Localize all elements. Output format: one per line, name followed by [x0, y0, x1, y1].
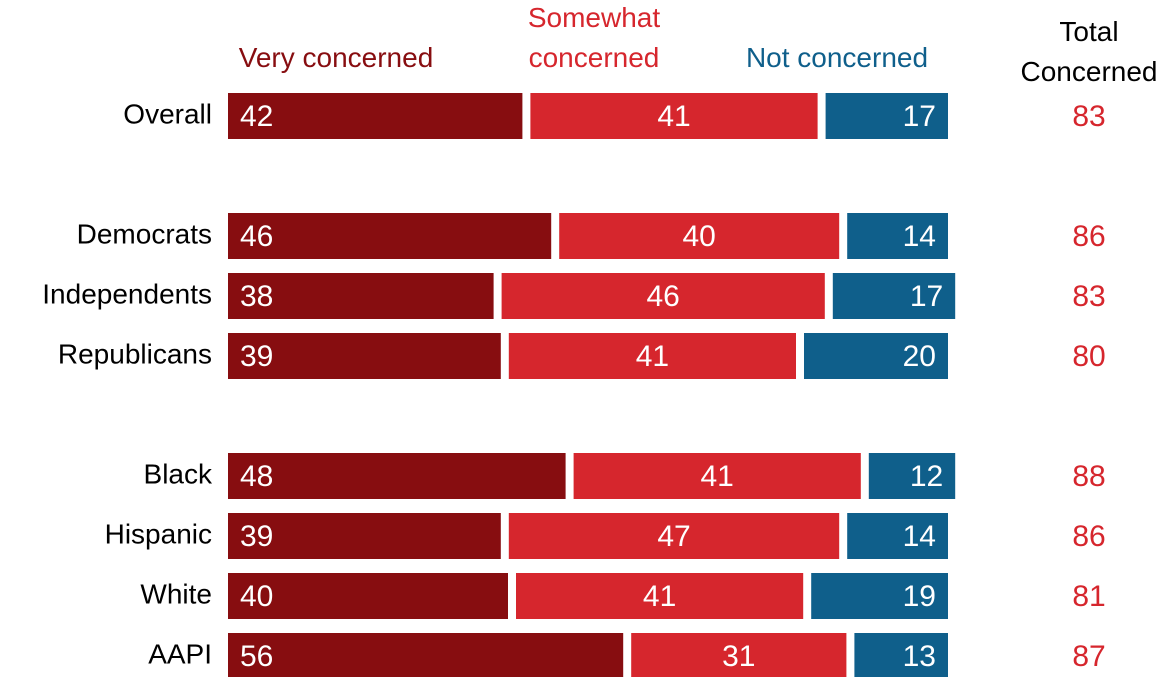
category-label: AAPI [148, 638, 212, 669]
category-label: Black [144, 458, 213, 489]
category-label: Overall [123, 98, 212, 129]
bar-segment [832, 273, 956, 319]
value-label: 39 [240, 340, 273, 373]
total-label: 86 [1072, 520, 1105, 553]
value-label: 20 [903, 340, 936, 373]
legend-entry: Not concerned [745, 42, 929, 73]
value-label: 41 [657, 100, 690, 133]
bar-segment [804, 333, 948, 379]
bar-segment [228, 453, 566, 499]
total-label: 83 [1072, 280, 1105, 313]
value-label: 17 [903, 100, 936, 133]
bar-segment [228, 93, 523, 139]
value-label: 38 [240, 280, 273, 313]
total-label: 86 [1072, 220, 1105, 253]
legend-entry: Very concerned [238, 42, 434, 73]
bar-segment [631, 633, 847, 677]
value-label: 14 [903, 220, 936, 253]
value-label: 41 [643, 580, 676, 613]
category-label: Hispanic [105, 518, 212, 549]
total-label: 80 [1072, 340, 1105, 373]
value-label: 47 [657, 520, 690, 553]
legend-entry: Total Concerned [1020, 16, 1158, 87]
value-label: 39 [240, 520, 273, 553]
category-label: Independents [42, 278, 212, 309]
value-label: 13 [903, 640, 936, 673]
value-label: 19 [903, 580, 936, 613]
bar-segment [228, 513, 501, 559]
category-label: Democrats [77, 218, 212, 249]
bar-segment [559, 213, 840, 259]
bar-segment [516, 573, 804, 619]
bar-segment [868, 453, 956, 499]
bar-segment [847, 513, 948, 559]
bar-segment [847, 213, 948, 259]
value-label: 12 [910, 460, 943, 493]
bar-segment [825, 93, 948, 139]
legend-entry: Somewhat concerned [527, 2, 661, 73]
value-label: 17 [910, 280, 943, 313]
bar-segment [228, 633, 624, 677]
value-label: 48 [240, 460, 273, 493]
value-label: 46 [240, 220, 273, 253]
bar-segment [811, 573, 948, 619]
bar-segment [530, 93, 818, 139]
total-label: 88 [1072, 460, 1105, 493]
bar-segment [508, 333, 796, 379]
total-label: 87 [1072, 640, 1105, 673]
value-label: 41 [636, 340, 669, 373]
bar-segment [573, 453, 861, 499]
value-label: 56 [240, 640, 273, 673]
bar-segment [228, 213, 552, 259]
value-label: 41 [701, 460, 734, 493]
value-label: 40 [240, 580, 273, 613]
value-label: 40 [683, 220, 716, 253]
bar-segment [228, 333, 501, 379]
total-label: 81 [1072, 580, 1105, 613]
bar-segment [501, 273, 825, 319]
value-label: 46 [647, 280, 680, 313]
category-label: White [140, 578, 212, 609]
bar-segment [854, 633, 948, 677]
value-label: 42 [240, 100, 273, 133]
bar-segment [228, 573, 508, 619]
total-label: 83 [1072, 100, 1105, 133]
category-label: Republicans [58, 338, 212, 369]
bar-segment [508, 513, 840, 559]
bar-segment [228, 273, 494, 319]
value-label: 14 [903, 520, 936, 553]
value-label: 31 [722, 640, 755, 673]
